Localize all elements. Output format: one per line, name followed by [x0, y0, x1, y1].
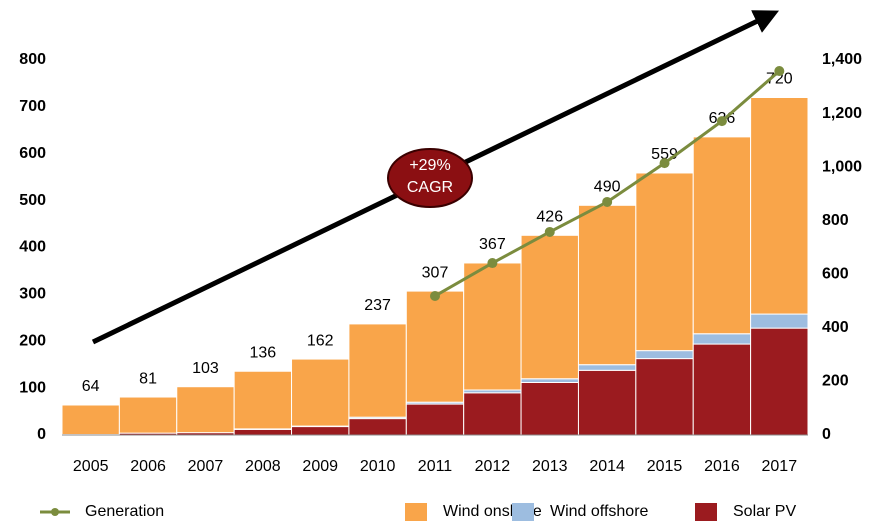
- y-tick-label: 100: [19, 379, 46, 396]
- line-point: [544, 226, 555, 237]
- bar-segment: [577, 369, 637, 436]
- bar-segment: [405, 290, 465, 403]
- bar-segment: [635, 350, 694, 360]
- x-tick-label: 2007: [188, 458, 224, 475]
- line-point: [602, 196, 613, 207]
- bar-segment: [520, 234, 579, 380]
- bar-segment: [463, 392, 522, 436]
- bar-segment: [405, 403, 465, 436]
- bar-segment: [635, 172, 694, 352]
- total-label: 367: [479, 236, 506, 253]
- total-label: 237: [364, 297, 391, 314]
- bar-segment: [118, 396, 178, 434]
- y2-tick-label: 1,400: [822, 51, 862, 68]
- line-point: [487, 258, 498, 269]
- y2-tick-label: 800: [822, 212, 849, 229]
- bar-segment: [463, 262, 522, 391]
- total-label: 103: [192, 360, 219, 377]
- y-tick-label: 200: [19, 332, 46, 349]
- line-point: [430, 290, 440, 301]
- x-tick-label: 2012: [475, 458, 511, 475]
- y2-tick-label: 1,200: [822, 105, 862, 122]
- bar-segment: [233, 370, 293, 430]
- total-label: 81: [139, 370, 157, 387]
- total-label: 307: [422, 264, 449, 281]
- legend-swatch: [512, 503, 534, 521]
- y-tick-label: 600: [19, 145, 46, 162]
- x-tick-label: 2017: [762, 458, 798, 475]
- total-label: 162: [307, 332, 334, 349]
- total-label: 490: [594, 179, 621, 196]
- line-point: [659, 158, 670, 169]
- bar-segment: [61, 404, 120, 436]
- x-tick-label: 2008: [245, 458, 281, 475]
- x-tick-label: 2016: [704, 458, 740, 475]
- line-point: [774, 65, 785, 76]
- y2-tick-label: 400: [822, 319, 849, 336]
- x-tick-label: 2005: [73, 458, 109, 475]
- cagr-text: +29%: [409, 157, 450, 174]
- bar-segment: [577, 204, 637, 366]
- bar-segment: [291, 426, 350, 436]
- bar-segment: [520, 382, 579, 436]
- total-label: 426: [536, 209, 563, 226]
- line-point: [716, 116, 727, 127]
- cagr-text: CAGR: [407, 179, 453, 196]
- legend-label: Generation: [85, 503, 164, 520]
- bar-segment: [692, 333, 752, 345]
- bar-segment: [692, 136, 752, 335]
- legend-label: Solar PV: [733, 503, 796, 520]
- bar-segment: [750, 313, 809, 329]
- legend-swatch: [695, 503, 717, 521]
- y-tick-label: 400: [19, 239, 46, 256]
- x-tick-label: 2015: [647, 458, 683, 475]
- bar-segment: [750, 97, 809, 315]
- x-tick-label: 2006: [130, 458, 166, 475]
- x-tick-label: 2013: [532, 458, 568, 475]
- total-label: 136: [249, 344, 276, 361]
- y2-tick-label: 1,000: [822, 158, 862, 175]
- y2-tick-label: 600: [822, 266, 849, 283]
- total-label: 64: [82, 378, 100, 395]
- y-tick-label: 0: [37, 426, 46, 443]
- y-tick-label: 800: [19, 51, 46, 68]
- bar-segment: [233, 428, 293, 436]
- legend-swatch: [405, 503, 427, 521]
- bar-segment: [750, 327, 809, 436]
- legend-dot: [51, 508, 59, 516]
- bar-segment: [577, 364, 637, 371]
- x-tick-label: 2009: [302, 458, 338, 475]
- y2-tick-label: 0: [822, 426, 831, 443]
- x-tick-label: 2011: [418, 458, 453, 475]
- bar-segment: [635, 358, 694, 436]
- bar-segment: [176, 386, 235, 434]
- cagr-bubble: [387, 148, 473, 208]
- y-tick-label: 300: [19, 286, 46, 303]
- bar-segment: [348, 418, 407, 436]
- y2-tick-label: 200: [822, 373, 849, 390]
- legend-label: Wind offshore: [550, 503, 649, 520]
- bar-segment: [692, 343, 752, 436]
- bar-segment: [348, 323, 407, 418]
- y-tick-label: 700: [19, 98, 46, 115]
- bar-segment: [520, 378, 579, 383]
- y-tick-label: 500: [19, 192, 46, 209]
- x-tick-label: 2010: [360, 458, 396, 475]
- bar-segment: [291, 358, 350, 427]
- x-tick-label: 2014: [589, 458, 625, 475]
